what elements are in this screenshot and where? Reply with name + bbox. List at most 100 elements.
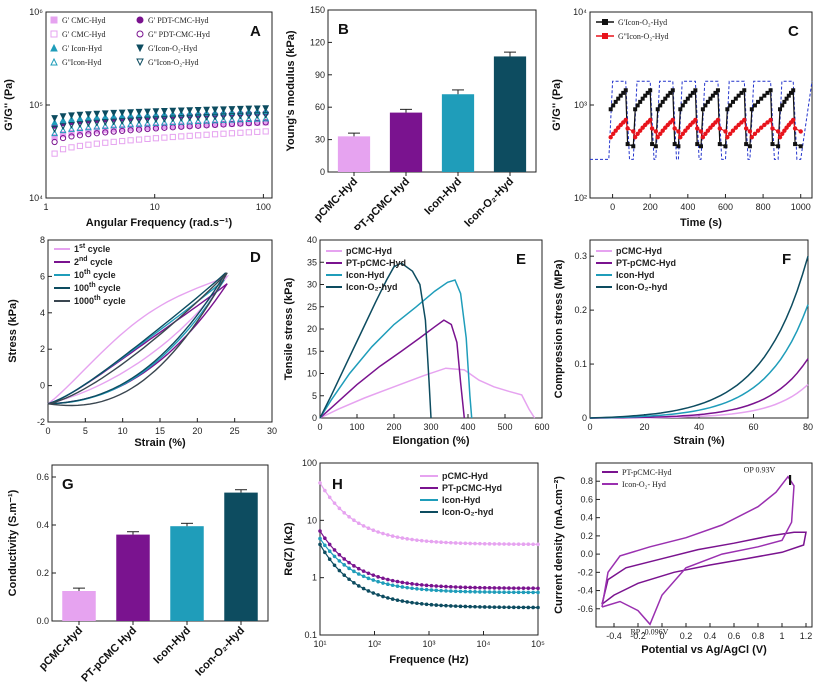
data-point xyxy=(228,115,236,123)
data-point xyxy=(788,90,793,95)
data-point xyxy=(195,132,202,139)
legend-label: G''Icon-O₂-Hyd xyxy=(618,32,669,41)
data-point xyxy=(733,125,739,130)
category-label: Icon-Hyd xyxy=(151,625,193,667)
data-point xyxy=(793,142,798,147)
data-point xyxy=(650,142,655,147)
data-point xyxy=(487,605,492,609)
data-point xyxy=(59,116,67,124)
data-point xyxy=(366,526,371,531)
data-point xyxy=(742,88,747,93)
y-tick-label: 0.2 xyxy=(36,568,49,578)
data-point xyxy=(473,585,477,590)
y-tick-label: 10³ xyxy=(574,100,587,110)
data-point xyxy=(253,112,261,120)
data-point xyxy=(211,116,219,124)
y-tick-label: 40 xyxy=(307,235,317,245)
data-point xyxy=(531,586,535,591)
data-point xyxy=(463,541,468,546)
data-point xyxy=(381,581,385,585)
data-point xyxy=(419,538,424,543)
data-point xyxy=(429,539,434,544)
panel-label: G xyxy=(62,476,74,493)
bar xyxy=(170,526,204,621)
data-point xyxy=(318,529,322,533)
x-axis-label: Strain (%) xyxy=(673,435,725,447)
data-point xyxy=(715,88,720,93)
data-point xyxy=(220,113,227,121)
data-point xyxy=(127,127,134,134)
data-point xyxy=(536,605,540,610)
data-point xyxy=(337,568,342,573)
data-point xyxy=(135,119,143,127)
data-point xyxy=(318,542,322,547)
series-line xyxy=(47,272,228,407)
data-point xyxy=(203,116,211,124)
data-point xyxy=(678,135,683,140)
data-point xyxy=(366,576,371,581)
data-point xyxy=(410,537,414,542)
y-tick-label: 0.4 xyxy=(36,520,49,530)
data-point xyxy=(768,88,773,93)
data-point xyxy=(415,538,419,542)
data-point xyxy=(616,96,621,101)
series-line xyxy=(319,367,536,419)
data-point xyxy=(160,108,168,115)
x-axis-label: Frequence (Hz) xyxy=(389,654,469,666)
legend-label: 100th cycle xyxy=(74,282,121,293)
x-tick-label: 400 xyxy=(460,422,475,432)
data-point xyxy=(640,96,645,101)
data-point xyxy=(101,119,109,126)
data-point xyxy=(356,572,361,576)
data-point xyxy=(262,114,270,122)
bar xyxy=(337,136,371,172)
x-tick-label: 0 xyxy=(317,422,322,432)
data-point xyxy=(262,105,270,113)
legend-label: G' Icon-Hyd xyxy=(62,44,102,53)
data-point xyxy=(93,130,100,137)
y-tick-label: 15 xyxy=(307,346,317,356)
x-axis-label: Strain (%) xyxy=(134,437,186,449)
data-point xyxy=(730,99,735,104)
x-tick-label: 1000 xyxy=(791,202,811,212)
legend-label: G'Icon-O₂-Hyd xyxy=(148,44,197,53)
data-point xyxy=(323,536,327,541)
data-point xyxy=(356,521,361,526)
data-point xyxy=(245,105,253,113)
data-point xyxy=(337,559,342,563)
panel-label: F xyxy=(782,251,791,268)
data-point xyxy=(777,135,783,140)
data-point xyxy=(487,590,492,594)
data-point xyxy=(511,590,516,595)
data-point xyxy=(169,133,176,141)
data-point xyxy=(703,131,708,137)
data-point xyxy=(453,589,458,594)
y-tick-label: 0.1 xyxy=(304,630,317,640)
x-tick-label: 0 xyxy=(659,631,664,641)
data-point xyxy=(608,107,613,112)
data-point xyxy=(68,122,75,129)
y-tick-label: 10⁴ xyxy=(29,193,43,203)
data-point xyxy=(792,126,798,131)
data-point xyxy=(424,583,429,588)
legend-label: pCMC-Hyd xyxy=(616,246,662,256)
data-point xyxy=(366,589,371,593)
x-tick-label: 1.2 xyxy=(800,631,813,641)
x-axis-label: Angular Frequency (rad.s⁻¹) xyxy=(86,217,233,229)
plot-frame xyxy=(47,239,273,423)
data-point xyxy=(478,590,482,594)
data-point xyxy=(444,584,448,589)
data-point xyxy=(177,117,185,125)
data-point xyxy=(144,108,151,116)
data-point xyxy=(688,93,693,98)
data-point xyxy=(59,131,67,138)
category-label: PT-pCMC Hyd xyxy=(352,176,412,230)
data-point xyxy=(51,150,58,157)
legend-label: G'' PDT-CMC-Hyd xyxy=(148,30,210,39)
data-point xyxy=(76,111,84,119)
category-label: pCMC-Hyd xyxy=(312,176,360,224)
data-point xyxy=(51,138,58,146)
data-point xyxy=(356,566,361,571)
data-point xyxy=(625,126,630,131)
x-tick-label: 0.6 xyxy=(728,631,741,641)
